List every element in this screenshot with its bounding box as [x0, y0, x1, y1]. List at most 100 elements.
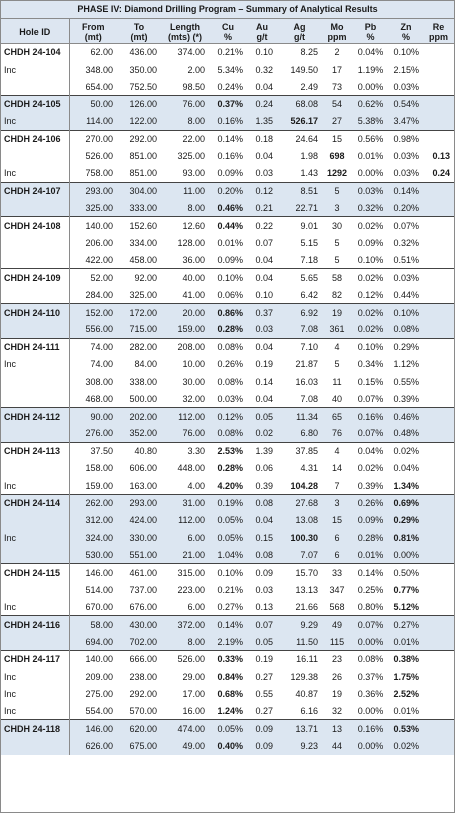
cell-to: 40.80 — [134, 446, 157, 457]
cell-cu: 0.10% — [217, 272, 243, 283]
cell-from: 324.00 — [69, 529, 117, 547]
cell-len: 112.00 — [161, 407, 209, 426]
cell-mo: 19 — [331, 688, 342, 699]
cell-pb: 0.39% — [357, 480, 384, 491]
cell-zn: 0.55% — [393, 376, 419, 387]
cell-au: 0.04 — [255, 255, 273, 266]
cell-from: 554.00 — [85, 705, 113, 716]
cell-zn: 0.44% — [393, 289, 419, 300]
cell-zn: 0.27% — [389, 615, 423, 634]
table-row: CHDH 24-107 293.00 304.00 11.00 0.20% 0.12 8.5… — [1, 182, 454, 200]
header-unit: (mts) (*) — [168, 31, 202, 42]
cell-re — [423, 703, 454, 720]
hole-id-cell — [1, 459, 70, 478]
cell-re — [423, 338, 454, 355]
cell-au: 0.05 — [247, 407, 277, 426]
cell-len: 49.00 — [161, 737, 209, 755]
cell-cu: 0.40% — [209, 737, 247, 755]
cell-re — [423, 407, 454, 426]
cell-mo: 33 — [331, 567, 342, 578]
cell-from: 325.00 — [69, 199, 117, 217]
hole-id-cell: Inc — [1, 60, 70, 79]
hole-group: CHDH 24-111 74.00 282.00 208.00 0.08% 0.04 7.1… — [1, 338, 454, 408]
hole-group: CHDH 24-115 146.00 461.00 315.00 0.10% 0.09 15… — [1, 563, 454, 616]
table-row: 468.00 500.00 32.00 0.03% 0.04 7.08 40 0.07% 0.3… — [1, 390, 454, 408]
cell-to: 436.00 — [129, 47, 157, 58]
cell-mo: 1292 — [326, 168, 348, 179]
header-re: Re ppm — [423, 19, 454, 44]
cell-pb: 0.01% — [357, 151, 384, 162]
cell-ag: 6.42 — [300, 289, 318, 300]
hole-id-cell — [1, 78, 70, 96]
hole-id-cell — [1, 286, 70, 304]
cell-au: 0.03 — [255, 584, 273, 595]
cell-pb: 0.34% — [357, 359, 384, 370]
cell-pb: 0.26% — [352, 494, 389, 512]
cell-to: 334.00 — [129, 237, 157, 248]
cell-ag: 37.85 — [295, 446, 318, 457]
cell-ag: 4.31 — [300, 463, 318, 474]
cell-pb: 0.25% — [357, 584, 384, 595]
cell-cu: 2.53% — [217, 446, 243, 457]
cell-len: 2.00 — [187, 64, 205, 75]
cell-mo: 26 — [331, 671, 342, 682]
header-label: Mo — [330, 21, 344, 32]
cell-cu: 0.84% — [217, 671, 243, 682]
hole-id-cell: Inc — [1, 702, 70, 720]
cell-mo: 30 — [331, 220, 342, 231]
hole-id-cell — [1, 390, 70, 408]
cell-to: 163.00 — [129, 480, 157, 491]
cell-re — [423, 633, 454, 651]
cell-zn: 0.01% — [389, 633, 423, 651]
table-row: CHDH 24-113 37.50 40.80 3.30 2.53% 1.39 37.85 4… — [1, 442, 454, 460]
cell-pb: 0.14% — [357, 567, 384, 578]
cell-au: 0.32 — [255, 64, 273, 75]
hole-id-cell: Inc — [1, 685, 70, 703]
cell-len: 30.00 — [182, 376, 205, 387]
cell-re — [423, 269, 454, 286]
cell-cu: 0.03% — [217, 393, 243, 404]
table-row: 556.00 715.00 159.00 0.28% 0.03 7.08 361 0.02% 0… — [1, 321, 454, 339]
header-row: Hole ID From (mt) To (mt) Length (mts) (*) … — [1, 19, 454, 44]
cell-from: 530.00 — [69, 546, 117, 564]
cell-pb: 0.07% — [352, 615, 389, 634]
cell-to: 293.00 — [117, 494, 161, 512]
hole-id-cell: Inc — [1, 667, 70, 686]
cell-zn: 0.54% — [389, 95, 423, 113]
cell-mo: 4 — [334, 446, 340, 457]
hole-id-cell: CHDH 24-105 — [1, 95, 70, 113]
cell-zn: 2.15% — [393, 64, 419, 75]
header-unit: % — [366, 31, 375, 42]
cell-to: 202.00 — [117, 407, 161, 426]
table-row: Inc 159.00 163.00 4.00 4.20% 0.39 104.28 7 0.39%… — [1, 477, 454, 495]
cell-len: 17.00 — [182, 688, 205, 699]
cell-ag: 8.51 — [277, 182, 322, 200]
cell-cu: 0.08% — [209, 425, 247, 443]
cell-ag: 15.70 — [295, 567, 318, 578]
cell-to: 702.00 — [117, 633, 161, 651]
cell-mo: 54 — [322, 95, 352, 113]
cell-re — [423, 685, 454, 702]
cell-au: 0.13 — [255, 601, 273, 612]
cell-len: 36.00 — [182, 255, 205, 266]
hole-id-cell: CHDH 24-109 — [1, 268, 70, 287]
header-label: To — [133, 21, 145, 32]
cell-cu: 0.24% — [217, 81, 243, 92]
hole-id-cell — [1, 199, 70, 217]
cell-au: 0.12 — [247, 182, 277, 200]
cell-au: 0.39 — [255, 480, 273, 491]
table-row: Inc 324.00 330.00 6.00 0.05% 0.15 100.30 6 0.28%… — [1, 529, 454, 547]
cell-pb: 0.00% — [357, 81, 384, 92]
cell-au: 0.04 — [255, 393, 273, 404]
cell-mo: 5 — [322, 182, 352, 200]
cell-re — [423, 494, 454, 512]
hole-id-cell — [1, 373, 70, 391]
cell-zn: 1.12% — [393, 359, 419, 370]
cell-mo: 14 — [331, 463, 342, 474]
hole-id-cell — [1, 425, 70, 443]
cell-from: 556.00 — [69, 321, 117, 339]
cell-len: 10.00 — [182, 359, 205, 370]
cell-from: 206.00 — [85, 237, 113, 248]
header-unit: ppm — [327, 31, 347, 42]
cell-to: 325.00 — [129, 289, 157, 300]
